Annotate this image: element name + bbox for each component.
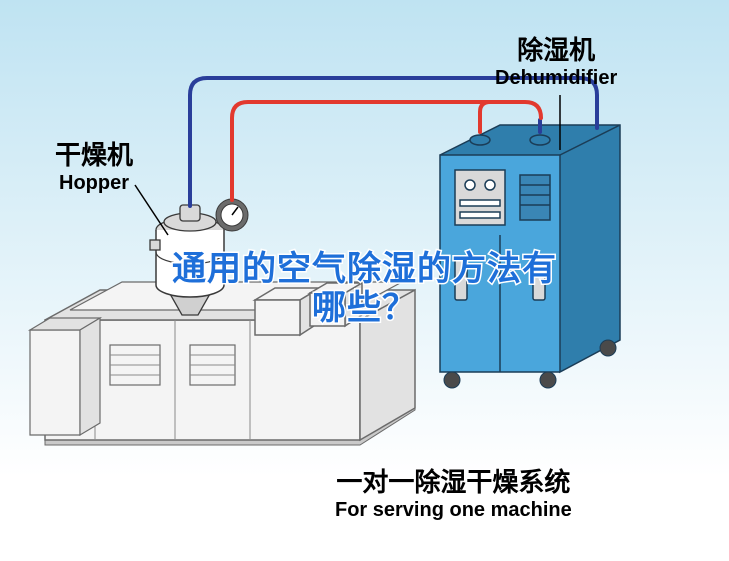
headline-overlay: 通用的空气除湿的方法有 哪些？ [0, 250, 729, 328]
diagram-canvas: { "background": { "grad_top": "#bfe3f2",… [0, 0, 729, 561]
hopper-label-cn: 干燥机 [55, 135, 133, 172]
hopper-label-en: Hopper [55, 172, 133, 195]
system-title: 一对一除湿干燥系统 For serving one machine [335, 462, 572, 522]
dehumidifier-label: 除湿机 Dehumidifier [495, 30, 617, 90]
headline-line1: 通用的空气除湿的方法有 [0, 250, 729, 289]
hopper-label: 干燥机 Hopper [55, 135, 133, 195]
system-title-en: For serving one machine [335, 499, 572, 522]
dehumidifier-label-en: Dehumidifier [495, 67, 617, 90]
headline-line2: 哪些？ [0, 289, 729, 328]
system-title-cn: 一对一除湿干燥系统 [335, 462, 572, 499]
dehumidifier-label-cn: 除湿机 [495, 30, 617, 67]
